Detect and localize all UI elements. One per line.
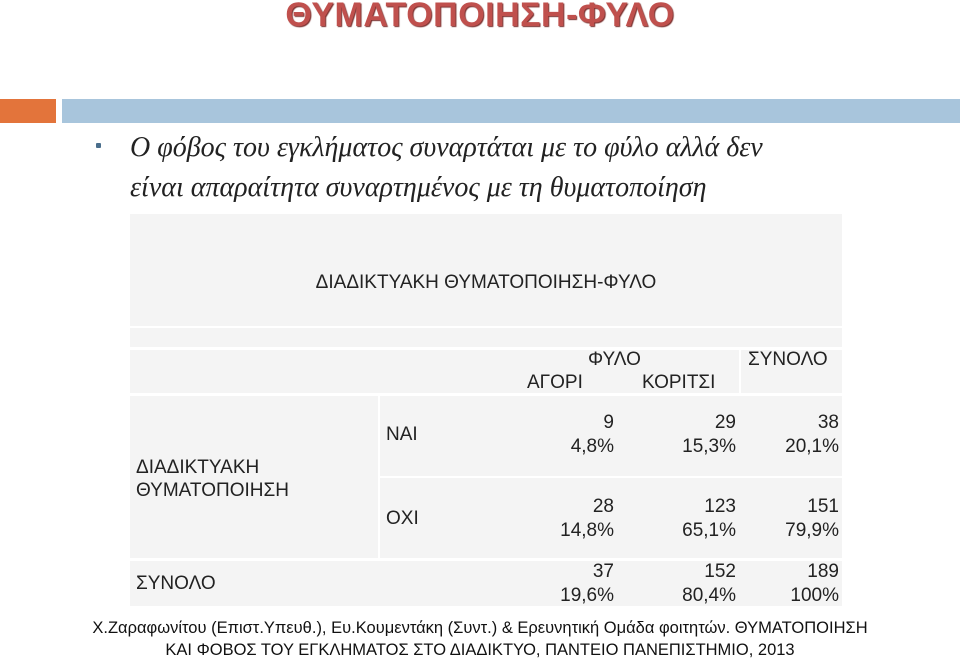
cell-count: 38 (817, 412, 839, 433)
row-label-total: ΣΥΝΟΛΟ (136, 573, 216, 594)
header-gender: ΦΥΛΟ (588, 349, 641, 370)
cell-percent: 100% (790, 585, 839, 606)
bullet-icon (96, 143, 101, 148)
cell-percent: 15,3% (682, 436, 736, 457)
footer-citation-line2: ΚΑΙ ΦΟΒΟΣ ΤΟΥ ΕΓΚΛΗΜΑΤΟΣ ΣΤΟ ΔΙΑΔΙΚΤΥΟ, … (165, 641, 795, 659)
table-divider (130, 393, 842, 396)
footer-citation-line1: Χ.Ζαραφωνίτου (Επιστ.Υπευθ.), Ευ.Κουμεντ… (92, 619, 868, 637)
accent-bar-blue (62, 99, 960, 123)
cell-total-total: 189 100% (742, 560, 839, 608)
table-divider (130, 347, 842, 350)
bullet-text-line1: Ο φόβος του εγκλήματος συναρτάται με το … (130, 132, 763, 163)
bullet-text: Ο φόβος του εγκλήματος συναρτάται με το … (130, 128, 930, 208)
row-label-yes: ΝΑΙ (386, 424, 418, 445)
cell-percent: 4,8% (570, 436, 614, 457)
cell-count: 152 (704, 561, 736, 582)
cell-percent: 20,1% (785, 436, 839, 457)
row-group-label-line2: ΘΥΜΑΤΟΠΟΙΗΣΗ (136, 480, 289, 501)
cell-count: 28 (592, 496, 614, 517)
cell-percent: 65,1% (682, 520, 736, 541)
cell-yes-girls: 29 15,3% (620, 411, 736, 459)
cell-total-boys: 37 19,6% (500, 560, 614, 608)
header-total: ΣΥΝΟΛΟ (748, 349, 828, 370)
cell-count: 151 (807, 496, 839, 517)
cell-total-girls: 152 80,4% (620, 560, 736, 608)
table-divider (378, 393, 380, 559)
cell-yes-total: 38 20,1% (742, 411, 839, 459)
table-panel (130, 214, 842, 606)
cell-no-total: 151 79,9% (742, 495, 839, 543)
table-title: ΔΙΑΔΙΚΤΥΑΚΗ ΘΥΜΑΤΟΠΟΙΗΣΗ-ΦΥΛΟ (315, 272, 657, 293)
accent-bar-orange (0, 99, 56, 123)
table-divider (130, 326, 842, 328)
cell-no-boys: 28 14,8% (500, 495, 614, 543)
cell-percent: 79,9% (785, 520, 839, 541)
table-divider (739, 347, 741, 395)
cell-no-girls: 123 65,1% (620, 495, 736, 543)
cell-percent: 14,8% (560, 520, 614, 541)
cell-count: 37 (592, 561, 614, 582)
table-divider (380, 476, 842, 478)
cell-percent: 80,4% (682, 585, 736, 606)
row-group-label: ΔΙΑΔΙΚΤΥΑΚΗ ΘΥΜΑΤΟΠΟΙΗΣΗ (136, 456, 289, 502)
cell-percent: 19,6% (560, 585, 614, 606)
row-label-no: ΟΧΙ (386, 508, 419, 529)
cell-count: 189 (807, 561, 839, 582)
cell-yes-boys: 9 4,8% (500, 411, 614, 459)
cell-count: 123 (704, 496, 736, 517)
table-divider (130, 558, 842, 561)
header-boys: ΑΓΟΡΙ (527, 372, 583, 393)
row-group-label-line1: ΔΙΑΔΙΚΤΥΑΚΗ (136, 457, 260, 478)
header-girls: ΚΟΡΙΤΣΙ (642, 372, 716, 393)
cell-count: 29 (714, 412, 736, 433)
slide-title: ΘΥΜΑΤΟΠΟΙΗΣΗ-ΦΥΛΟ (285, 0, 675, 34)
bullet-text-line2: είναι απαραίτητα συναρτημένος με τη θυμα… (130, 172, 707, 203)
cell-count: 9 (603, 412, 614, 433)
